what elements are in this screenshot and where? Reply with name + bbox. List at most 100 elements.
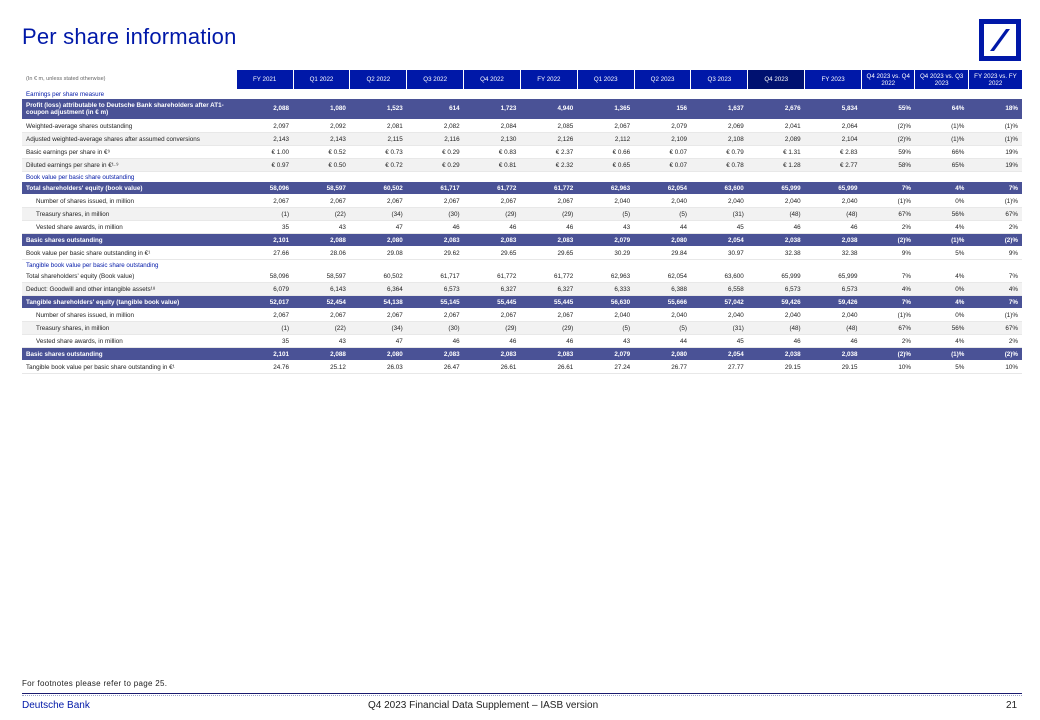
table-cell: 1,365 [577,99,635,120]
table-cell: € 0.66 [577,145,635,159]
table-cell: 2,067 [577,119,635,133]
table-cell: 2% [861,334,915,348]
table-cell: 62,054 [634,270,691,283]
table-cell: 2,079 [577,347,635,361]
table-cell: 30.97 [690,246,748,260]
table-cell: 29.65 [520,246,578,260]
table-cell: 7% [968,295,1022,309]
table-cell: 43 [293,220,350,234]
footer-divider-dotted [22,695,1022,696]
table-cell: 2,040 [690,308,748,322]
table-cell: 2,067 [293,308,350,322]
table-cell: 2,040 [634,194,691,208]
table-cell: 2,040 [804,308,862,322]
table-cell: 1,080 [293,99,350,120]
footer-brand: Deutsche Bank [22,700,90,711]
table-cell: (48) [804,321,862,335]
deutsche-bank-logo [979,19,1021,61]
table-cell: 29.15 [804,360,862,374]
table-cell: 2,115 [349,132,407,146]
table-row: Deduct: Goodwill and other intangible as… [22,282,1022,296]
table-cell: (2)% [861,132,915,146]
column-header: FY 2022 [519,70,578,89]
table-cell: 58% [861,158,915,172]
table-cell: (2)% [861,233,915,247]
table-row: Treasury shares, in million (1) (22) (34) (3… [22,321,1022,335]
table-cell: 52,017 [236,295,294,309]
table-cell: 46 [804,220,862,234]
table-cell: 2,067 [349,308,407,322]
table-cell: 4% [968,282,1022,296]
table-cell: 61,717 [406,182,464,195]
row-label: Basic shares outstanding [22,233,237,247]
table-cell: 4% [914,270,969,283]
table-cell: (29) [463,207,521,221]
table-cell: € 1.28 [747,158,805,172]
table-cell: 6,388 [634,282,691,296]
table-cell: 0% [914,282,969,296]
table-cell: € 0.52 [293,145,350,159]
row-label: Basic earnings per share in €⁹ [22,145,237,159]
table-cell: 2,067 [406,308,464,322]
table-cell: 58,597 [293,270,350,283]
table-cell: 6,079 [236,282,294,296]
table-cell: 2,067 [463,194,521,208]
table-cell: € 0.72 [349,158,407,172]
column-header: Q1 2022 [292,70,350,89]
table-cell: 2,040 [634,308,691,322]
column-header: Q4 2022 [463,70,521,89]
column-header: Q1 2023 [576,70,635,89]
table-cell: 6,327 [463,282,521,296]
table-cell: 2,083 [520,347,578,361]
column-header: Q3 2023 [690,70,748,89]
table-cell: 2,143 [236,132,294,146]
table-cell: (29) [463,321,521,335]
table-cell: 26.77 [634,360,691,374]
table-cell: 2,088 [293,233,350,247]
table-cell: 57,042 [690,295,748,309]
logo-slash-icon [990,29,1010,51]
table-cell: 2,067 [236,308,294,322]
table-cell: 2,083 [463,233,521,247]
table-cell: (5) [634,321,691,335]
table-cell: 2,067 [406,194,464,208]
table-cell: € 0.50 [293,158,350,172]
table-cell: (31) [690,207,748,221]
table-cell: 64% [914,99,969,120]
table-cell: (48) [747,207,805,221]
table-cell: (34) [349,207,407,221]
table-cell: 2,104 [804,132,862,146]
table-cell: 2,067 [293,194,350,208]
table-cell: (1)% [914,347,969,361]
table-cell: 27.24 [577,360,635,374]
table-cell: 58,096 [236,270,294,283]
table-cell: 2,067 [520,308,578,322]
table-cell: 46 [406,334,464,348]
table-cell: € 2.77 [804,158,862,172]
table-cell: 6,573 [747,282,805,296]
table-cell: (5) [577,321,635,335]
row-label: Number of shares issued, in million [22,194,237,208]
table-cell: 45 [690,220,748,234]
table-cell: (2)% [968,347,1022,361]
table-cell: 56,630 [577,295,635,309]
table-cell: 67% [861,207,915,221]
table-cell: € 0.29 [406,145,464,159]
table-cell: 2,082 [406,119,464,133]
table-cell: 43 [577,334,635,348]
table-cell: 2,089 [747,132,805,146]
table-cell: 61,772 [463,270,521,283]
table-cell: 2,676 [747,99,805,120]
row-label: Tangible shareholders' equity (tangible … [22,295,237,309]
row-label: Vested share awards, in million [22,334,237,348]
total-row: Basic shares outstanding 2,101 2,088 2,080 2… [22,233,1022,247]
table-cell: 6,364 [349,282,407,296]
table-cell: 2,143 [293,132,350,146]
table-cell: (1)% [968,119,1022,133]
column-header: FY 2021 [235,70,294,89]
table-cell: 32.38 [804,246,862,260]
page-title: Per share information [22,24,237,49]
table-cell: 2,079 [577,233,635,247]
table-row: Treasury shares, in million (1) (22) (34) (3… [22,207,1022,221]
table-cell: 2,085 [520,119,578,133]
